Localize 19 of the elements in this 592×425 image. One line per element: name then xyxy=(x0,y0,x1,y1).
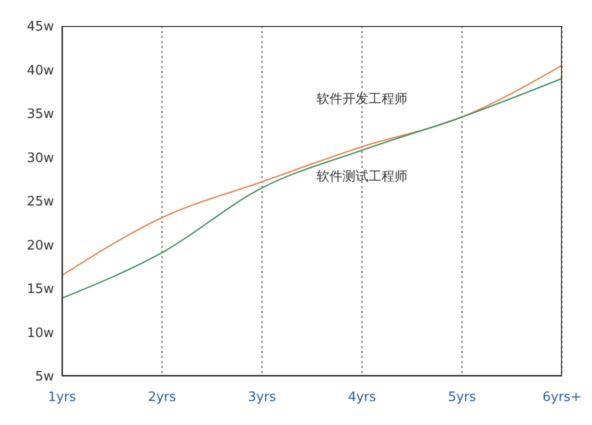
x-tick-label: 3yrs xyxy=(248,390,276,406)
y-tick-label: 5w xyxy=(35,370,54,385)
x-tick-label: 4yrs xyxy=(348,390,376,406)
y-tick-label: 25w xyxy=(26,194,54,210)
line-series xyxy=(61,64,563,276)
y-tick-label: 40w xyxy=(26,63,54,78)
line-series xyxy=(61,78,563,299)
text: 软件开发工程师 xyxy=(316,92,408,107)
y-tick-label: 35w xyxy=(26,107,54,122)
x-tick-label: 6yrs+ xyxy=(542,390,582,406)
y-tick-label: 20w xyxy=(26,238,54,254)
x-tick-label: 5yrs xyxy=(448,390,476,406)
series-label: 软件测试工程师 xyxy=(316,169,408,184)
y-tick-label: 15w xyxy=(26,282,54,298)
y-tick-label: 10w xyxy=(26,326,54,341)
x-tick-label: 1yrs xyxy=(48,390,76,406)
y-tick-label: 30w xyxy=(26,150,54,166)
y-tick-label: 45w xyxy=(26,20,54,35)
x-tick-label: 2yrs xyxy=(148,390,176,406)
